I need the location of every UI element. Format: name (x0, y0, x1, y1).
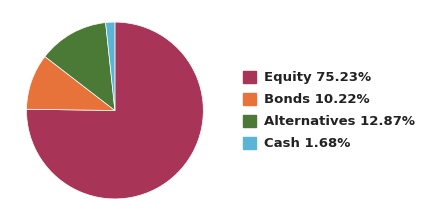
Wedge shape (45, 23, 115, 110)
Wedge shape (106, 22, 115, 110)
Wedge shape (27, 22, 203, 199)
Legend: Equity 75.23%, Bonds 10.22%, Alternatives 12.87%, Cash 1.68%: Equity 75.23%, Bonds 10.22%, Alternative… (243, 71, 415, 150)
Wedge shape (27, 57, 115, 110)
